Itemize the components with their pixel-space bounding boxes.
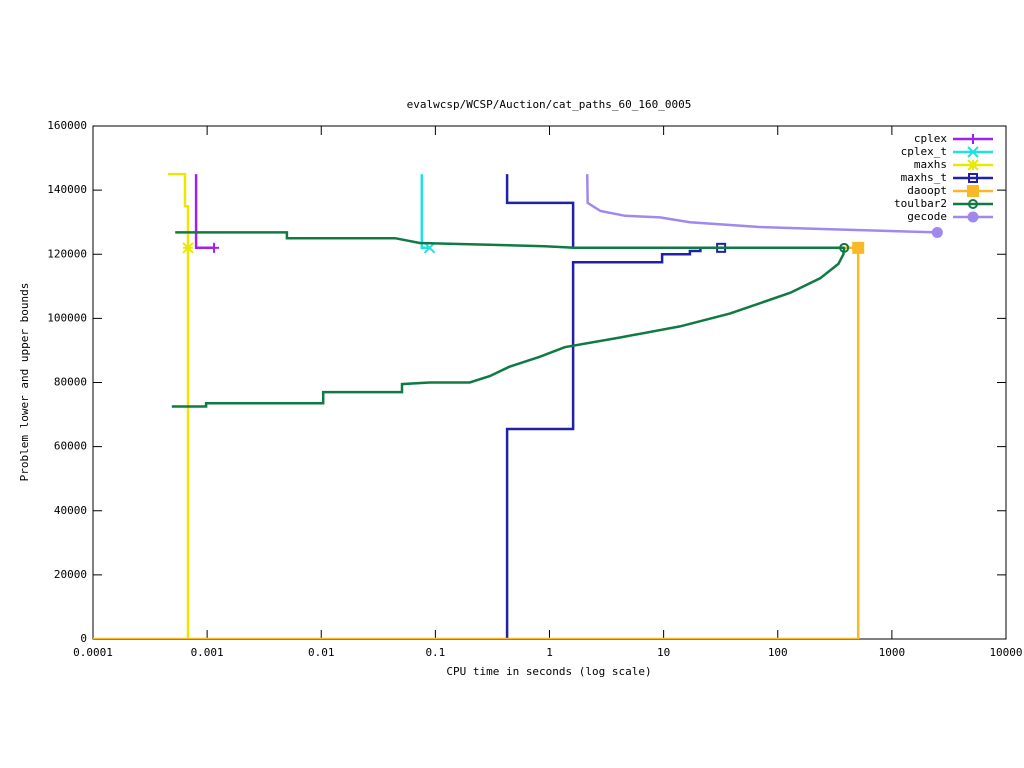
- y-tick-label: 160000: [47, 119, 87, 132]
- y-tick-label: 140000: [47, 183, 87, 196]
- y-tick-label: 20000: [54, 568, 87, 581]
- marker: [967, 211, 979, 223]
- marker: [968, 134, 978, 144]
- marker: [967, 159, 979, 171]
- marker-shape: [931, 226, 943, 238]
- marker: [967, 185, 979, 197]
- marker-stroke: [182, 242, 194, 254]
- chart-title: evalwcsp/WCSP/Auction/cat_paths_60_160_0…: [407, 98, 692, 111]
- x-tick-label: 100: [768, 646, 788, 659]
- y-tick-label: 40000: [54, 504, 87, 517]
- marker: [839, 242, 850, 253]
- legend-label: maxhs_t: [901, 171, 947, 184]
- marker-shape: [967, 211, 979, 223]
- legend-label: cplex_t: [901, 145, 947, 158]
- marker-shape: [968, 173, 978, 183]
- x-tick-label: 10: [657, 646, 670, 659]
- marker: [967, 146, 979, 158]
- legend-label: maxhs: [914, 158, 947, 171]
- x-tick-label: 1000: [879, 646, 906, 659]
- y-tick-label: 80000: [54, 376, 87, 389]
- legend-label: daoopt: [907, 184, 947, 197]
- y-axis-label: Problem lower and upper bounds: [18, 283, 31, 482]
- x-tick-label: 0.001: [191, 646, 224, 659]
- series-line: [168, 172, 190, 639]
- marker: [968, 173, 978, 183]
- marker-shape: [967, 185, 979, 197]
- x-tick-label: 10000: [989, 646, 1022, 659]
- legend-label: gecode: [907, 210, 947, 223]
- marker: [931, 226, 943, 238]
- marker-shape: [852, 241, 865, 254]
- marker-stroke: [967, 146, 979, 158]
- x-tick-label: 0.1: [425, 646, 445, 659]
- marker-stroke: [967, 159, 979, 171]
- x-tick-label: 0.01: [308, 646, 335, 659]
- y-tick-label: 100000: [47, 311, 87, 324]
- x-tick-label: 0.0001: [73, 646, 113, 659]
- x-tick-label: 1: [546, 646, 553, 659]
- series-line: [194, 174, 215, 250]
- y-tick-label: 0: [80, 632, 87, 645]
- marker-dot: [972, 203, 974, 205]
- y-tick-label: 60000: [54, 440, 87, 453]
- series-line: [505, 174, 722, 639]
- marker: [968, 199, 978, 209]
- marker-dot: [843, 246, 846, 249]
- marker: [182, 242, 194, 254]
- marker-shape: [839, 242, 850, 253]
- marker-shape: [968, 199, 978, 209]
- series-line: [585, 174, 938, 234]
- marker: [852, 241, 865, 254]
- legend-label: toulbar2: [894, 197, 947, 210]
- series-line: [171, 231, 846, 408]
- marker: [209, 242, 220, 253]
- y-tick-label: 120000: [47, 247, 87, 260]
- series-line: [420, 174, 430, 250]
- series-line: [93, 246, 860, 639]
- legend-label: cplex: [914, 132, 947, 145]
- x-axis-label: CPU time in seconds (log scale): [446, 665, 651, 678]
